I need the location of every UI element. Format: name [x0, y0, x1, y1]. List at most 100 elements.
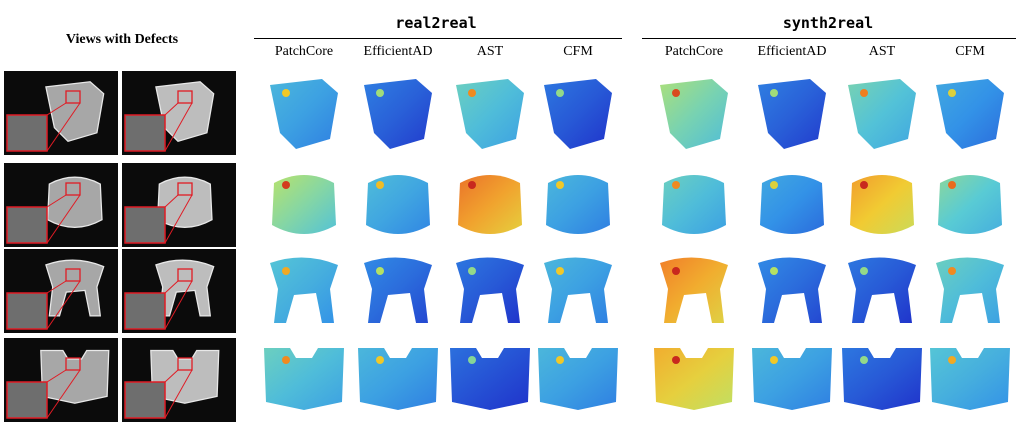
- zoom-connector-line: [46, 102, 81, 152]
- anomaly-heatmap-render: [660, 257, 728, 323]
- anomaly-hotspot: [860, 267, 868, 275]
- anomaly-hotspot: [376, 356, 384, 364]
- anomaly-hotspot: [282, 356, 290, 364]
- anomaly-hotspot: [860, 89, 868, 97]
- heatmap-object-shape: [456, 257, 524, 323]
- defect-view-render: [6, 176, 103, 244]
- heatmap-real2real-patchcore-bin-object: [256, 71, 352, 155]
- anomaly-heatmap-render: [358, 348, 438, 410]
- zoom-inset-box: [6, 114, 48, 152]
- anomaly-heatmap-render: [544, 257, 612, 323]
- zoom-connector-line: [46, 369, 81, 419]
- heatmap-object-shape: [272, 175, 336, 234]
- anomaly-hotspot: [468, 267, 476, 275]
- anomaly-heatmap-render: [662, 175, 726, 234]
- defect-view-render: [124, 259, 215, 330]
- anomaly-hotspot: [282, 89, 290, 97]
- defect-highlight-box: [177, 357, 193, 371]
- zoom-connector-line: [164, 369, 179, 383]
- defect-view-stool-object-1: [4, 249, 118, 333]
- heatmap-synth2real-ast-stool-object: [834, 249, 930, 333]
- heatmap-real2real-patchcore-tray-object: [256, 338, 352, 422]
- heatmap-synth2real-efficientad-bin-object: [744, 71, 840, 155]
- heatmap-synth2real-ast-tray-object: [834, 338, 930, 422]
- heatmap-object-shape: [654, 348, 734, 410]
- anomaly-heatmap-render: [264, 348, 344, 410]
- heatmap-object-shape: [270, 79, 338, 149]
- heatmap-synth2real-efficientad-stool-object: [744, 249, 840, 333]
- anomaly-heatmap-render: [270, 257, 338, 323]
- zoom-connector-line: [46, 280, 81, 330]
- zoom-inset-box: [6, 292, 48, 330]
- anomaly-heatmap-render: [930, 348, 1010, 410]
- defect-highlight-box: [65, 182, 81, 196]
- defect-view-tray-object-2: [122, 338, 236, 422]
- defect-view-render: [124, 176, 213, 244]
- anomaly-heatmap-render: [538, 348, 618, 410]
- anomaly-hotspot: [948, 267, 956, 275]
- anomaly-heatmap-render: [272, 175, 336, 234]
- defect-view-render: [6, 259, 105, 330]
- heatmap-real2real-ast-cylinder-object: [442, 163, 538, 247]
- defect-view-cylinder-object-1: [4, 163, 118, 247]
- anomaly-heatmap-render: [758, 79, 826, 149]
- defect-view-tray-object-1: [4, 338, 118, 422]
- anomaly-hotspot: [672, 267, 680, 275]
- heatmap-real2real-patchcore-stool-object: [256, 249, 352, 333]
- anomaly-hotspot: [556, 181, 564, 189]
- defect-view-render: [6, 349, 110, 419]
- col-header-real2real-ast: AST: [476, 44, 504, 59]
- heatmap-object-shape: [264, 348, 344, 410]
- heatmap-real2real-ast-tray-object: [442, 338, 538, 422]
- zoom-connector-line: [46, 194, 67, 208]
- heatmap-real2real-efficientad-stool-object: [350, 249, 446, 333]
- heatmap-object-shape: [450, 348, 530, 410]
- anomaly-heatmap-render: [654, 348, 734, 410]
- object-silhouette: [156, 176, 213, 228]
- heatmap-object-shape: [936, 79, 1004, 149]
- heatmap-real2real-cfm-bin-object: [530, 71, 626, 155]
- anomaly-hotspot: [556, 267, 564, 275]
- anomaly-hotspot: [376, 181, 384, 189]
- anomaly-hotspot: [948, 181, 956, 189]
- defect-view-cylinder-object-2: [122, 163, 236, 247]
- heatmap-synth2real-ast-bin-object: [834, 71, 930, 155]
- heatmap-synth2real-patchcore-stool-object: [646, 249, 742, 333]
- anomaly-heatmap-render: [458, 175, 522, 234]
- heatmap-synth2real-cfm-stool-object: [922, 249, 1018, 333]
- defect-highlight-box: [177, 90, 193, 104]
- anomaly-hotspot: [770, 267, 778, 275]
- anomaly-heatmap-render: [758, 257, 826, 323]
- heatmap-synth2real-patchcore-bin-object: [646, 71, 742, 155]
- heatmap-real2real-patchcore-cylinder-object: [256, 163, 352, 247]
- anomaly-hotspot: [282, 267, 290, 275]
- heatmap-synth2real-patchcore-tray-object: [646, 338, 742, 422]
- anomaly-hotspot: [556, 89, 564, 97]
- defect-view-render: [6, 81, 105, 152]
- group-title-real2real: real2real: [395, 14, 477, 32]
- heatmap-object-shape: [842, 348, 922, 410]
- anomaly-heatmap-render: [842, 348, 922, 410]
- heatmap-object-shape: [752, 348, 832, 410]
- anomaly-hotspot: [860, 356, 868, 364]
- anomaly-heatmap-render: [546, 175, 610, 234]
- heatmap-real2real-cfm-tray-object: [530, 338, 626, 422]
- zoom-inset-box: [6, 206, 48, 244]
- zoom-connector-line: [164, 102, 179, 116]
- anomaly-heatmap-render: [450, 348, 530, 410]
- anomaly-heatmap-render: [660, 79, 728, 149]
- col-header-synth2real-patchcore: PatchCore: [664, 44, 724, 59]
- heatmap-real2real-cfm-stool-object: [530, 249, 626, 333]
- heatmap-real2real-cfm-cylinder-object: [530, 163, 626, 247]
- anomaly-heatmap-render: [848, 79, 916, 149]
- zoom-inset-box: [124, 114, 166, 152]
- heatmap-object-shape: [662, 175, 726, 234]
- heatmap-object-shape: [544, 79, 612, 149]
- heatmap-object-shape: [758, 79, 826, 149]
- zoom-connector-line: [164, 194, 193, 244]
- defect-view-bin-object-1: [4, 71, 118, 155]
- heatmap-object-shape: [850, 175, 914, 234]
- anomaly-heatmap-render: [544, 79, 612, 149]
- anomaly-hotspot: [770, 356, 778, 364]
- anomaly-hotspot: [948, 89, 956, 97]
